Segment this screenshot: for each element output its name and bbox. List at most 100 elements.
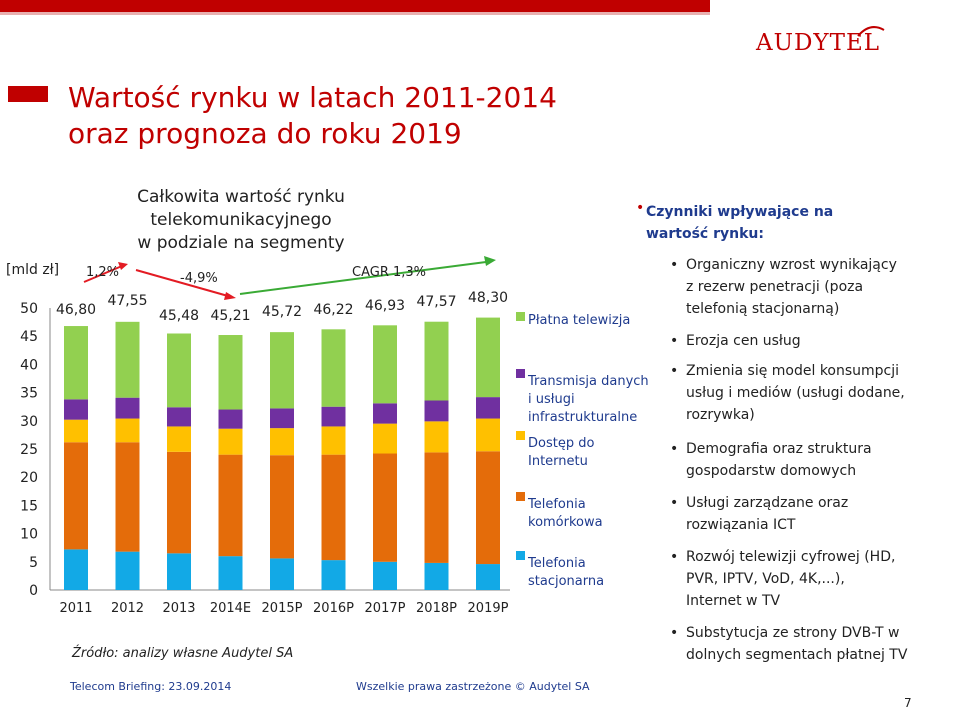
bar-total-label: 48,30	[468, 290, 508, 306]
y-tick-label: 10	[20, 527, 38, 543]
factor-item: • Substytucja ze strony DVB-T w dolnych se…	[670, 622, 948, 666]
chart-title-line1: Całkowita wartość rynku telekomunikacyjn…	[137, 187, 345, 230]
y-tick-label: 5	[29, 555, 38, 571]
bar-segment	[270, 455, 294, 559]
footer-event: Telecom Briefing: 23.09.2014	[70, 680, 232, 693]
bar-segment	[167, 451, 191, 554]
bar-segment	[270, 332, 294, 409]
legend-swatch	[516, 551, 525, 560]
bar-segment	[424, 421, 449, 453]
factor-item-line: dolnych segmentach płatnej TV	[686, 647, 908, 663]
x-tick-label: 2013	[162, 601, 195, 616]
bar-total-label: 47,55	[107, 293, 147, 309]
chart-unit-label: [mld zł]	[6, 262, 60, 278]
factor-item-line: usług i mediów (usługi dodane,	[686, 385, 905, 401]
bullet-icon: •	[670, 495, 679, 511]
audytel-logo: AUDYTEL	[756, 26, 885, 56]
bar-segment	[167, 553, 191, 590]
legend-label: Dostęp do	[528, 436, 594, 451]
growth-arrow-line	[83, 265, 123, 283]
footer-copyright: Wszelkie prawa zastrzeżone © Audytel SA	[356, 680, 590, 693]
bar-segment	[64, 399, 88, 420]
factor-item-line: Demografia oraz struktura	[686, 441, 872, 457]
bar-segment	[373, 325, 397, 404]
factor-item-line: Internet w TV	[686, 593, 781, 609]
bar-segment	[167, 333, 191, 408]
bar-total-label: 45,48	[159, 308, 199, 324]
factor-item-line: Substytucja ze strony DVB-T w	[686, 625, 900, 641]
bar-segment	[373, 403, 397, 424]
x-tick-label: 2012	[111, 601, 144, 616]
bar-total-label: 46,80	[56, 302, 96, 318]
decline-arrow-line	[135, 269, 229, 297]
legend-label: stacjonarna	[528, 574, 604, 589]
bar-segment	[270, 428, 294, 456]
bar-segment	[218, 428, 243, 455]
bar-segment	[321, 454, 346, 561]
legend-label: komórkowa	[528, 515, 603, 530]
factors-heading-bullet-icon: •	[636, 200, 645, 216]
factor-item: • Erozja cen usług	[670, 330, 948, 352]
bar-segment	[218, 335, 243, 410]
factor-item-line: telefonią stacjonarną)	[686, 301, 840, 317]
legend-label: Transmisja danych	[527, 374, 649, 389]
y-tick-label: 40	[20, 357, 38, 373]
bullet-icon: •	[670, 549, 679, 565]
bar-segment	[424, 452, 449, 563]
y-tick-label: 50	[20, 301, 38, 317]
bullet-icon: •	[670, 363, 679, 379]
cagr-arrow-line	[239, 261, 487, 295]
legend-swatch	[516, 431, 525, 440]
bar-segment	[424, 400, 449, 422]
bar-total-label: 46,93	[365, 298, 405, 314]
legend-swatch	[516, 492, 525, 501]
title-marker	[8, 86, 48, 102]
legend-label: infrastrukturalne	[528, 410, 637, 425]
y-tick-label: 15	[20, 498, 38, 514]
legend-label: i usługi	[528, 392, 575, 407]
factor-item: • Rozwój telewizji cyfrowej (HD, PVR, IPTV…	[670, 546, 948, 612]
bar-segment	[476, 317, 500, 398]
slide-title-line2: oraz prognoza do roku 2019	[68, 117, 462, 150]
factor-item-line: Erozja cen usług	[686, 333, 801, 349]
bullet-icon: •	[670, 625, 679, 641]
factor-item-line: rozwiązania ICT	[686, 517, 796, 533]
decline-annotation-label: -4,9%	[180, 271, 218, 286]
bar-segment	[476, 564, 500, 590]
bar-segment	[373, 423, 397, 454]
cagr-annotation-label: CAGR 1,3%	[352, 265, 426, 280]
growth-arrow-head-icon	[118, 262, 128, 270]
bar-segment	[218, 556, 243, 590]
bar-total-label: 45,72	[262, 304, 302, 320]
y-tick-label: 25	[20, 442, 38, 458]
bar-total-label: 45,21	[210, 308, 250, 324]
legend-label: Płatna telewizja	[528, 313, 630, 328]
legend-label: Telefonia	[527, 497, 586, 512]
factor-item: • Usługi zarządzane oraz rozwiązania ICT	[670, 492, 948, 536]
bar-segment	[476, 451, 500, 565]
factor-item: • Organiczny wzrost wynikający z rezerw pe…	[670, 254, 948, 320]
y-tick-label: 0	[29, 583, 38, 599]
bar-segment	[64, 442, 88, 550]
factors-heading-line1: Czynniki wpływające na	[646, 204, 834, 220]
chart-title: Całkowita wartość rynku telekomunikacyjn…	[96, 186, 386, 255]
legend-label: Internetu	[528, 454, 588, 469]
bar-segment	[321, 560, 346, 590]
y-tick-label: 35	[20, 386, 38, 402]
top-accent-bar-light	[0, 12, 710, 15]
factor-item-line: PVR, IPTV, VoD, 4K,...),	[686, 571, 845, 587]
bar-segment	[167, 407, 191, 427]
bar-segment	[321, 329, 346, 407]
factor-item-line: Rozwój telewizji cyfrowej (HD,	[686, 549, 896, 565]
bar-segment	[270, 408, 294, 429]
factor-item-line: z rezerw penetracji (poza	[686, 279, 864, 295]
legend-swatch	[516, 369, 525, 378]
bar-segment	[321, 426, 346, 455]
bar-segment	[270, 558, 294, 590]
decline-arrow-head-icon	[224, 292, 236, 300]
slide-title-line1: Wartość rynku w latach 2011-2014	[68, 81, 557, 114]
x-tick-label: 2018P	[416, 601, 457, 616]
x-tick-label: 2011	[59, 601, 92, 616]
bar-segment	[424, 562, 449, 590]
